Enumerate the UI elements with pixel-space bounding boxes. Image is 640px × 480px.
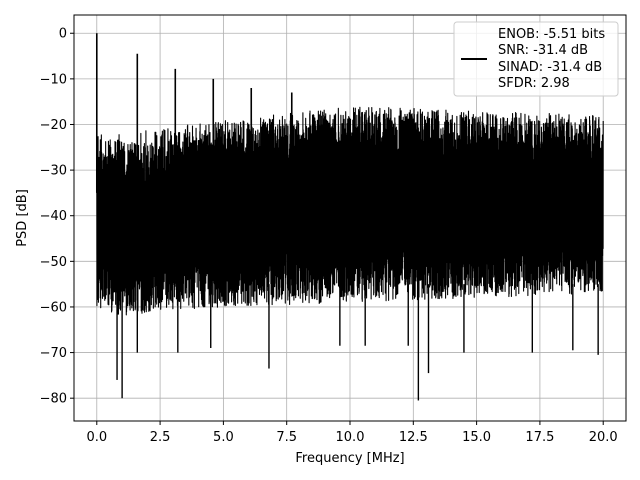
y-tick-label: −70 bbox=[40, 346, 67, 361]
x-axis-label: Frequency [MHz] bbox=[295, 451, 404, 466]
legend: ENOB: -5.51 bits SNR: -31.4 dB SINAD: -3… bbox=[453, 21, 619, 97]
x-tick-label: 15.0 bbox=[462, 430, 491, 445]
x-tick-label: 20.0 bbox=[589, 430, 618, 445]
legend-sfdr: SFDR: 2.98 bbox=[498, 76, 570, 91]
y-tick-label: −40 bbox=[40, 209, 67, 224]
y-tick-label: −80 bbox=[40, 392, 67, 407]
y-axis: 0 −10 −20 −30 −40 −50 −60 −70 −80 bbox=[40, 27, 74, 407]
x-tick-label: 5.0 bbox=[213, 430, 234, 445]
psd-noise-line bbox=[96, 106, 604, 316]
x-tick-label: 12.5 bbox=[399, 430, 428, 445]
x-tick-label: 2.5 bbox=[150, 430, 171, 445]
y-tick-label: −60 bbox=[40, 300, 67, 315]
legend-snr: SNR: -31.4 dB bbox=[498, 43, 588, 58]
x-tick-label: 7.5 bbox=[276, 430, 297, 445]
y-tick-label: −20 bbox=[40, 118, 67, 133]
y-tick-label: 0 bbox=[59, 27, 67, 42]
x-tick-label: 10.0 bbox=[336, 430, 365, 445]
psd-trace bbox=[95, 33, 604, 401]
x-tick-label: 0.0 bbox=[86, 430, 107, 445]
y-tick-label: −30 bbox=[40, 164, 67, 179]
y-tick-label: −50 bbox=[40, 255, 67, 270]
legend-box bbox=[453, 21, 619, 97]
y-tick-label: −10 bbox=[40, 72, 67, 87]
y-axis-label: PSD [dB] bbox=[15, 189, 30, 247]
x-axis: 0.0 2.5 5.0 7.5 10.0 12.5 15.0 17.5 20.0 bbox=[86, 421, 618, 445]
x-tick-label: 17.5 bbox=[525, 430, 554, 445]
legend-sinad: SINAD: -31.4 dB bbox=[498, 60, 602, 75]
legend-enob: ENOB: -5.51 bits bbox=[498, 27, 605, 42]
